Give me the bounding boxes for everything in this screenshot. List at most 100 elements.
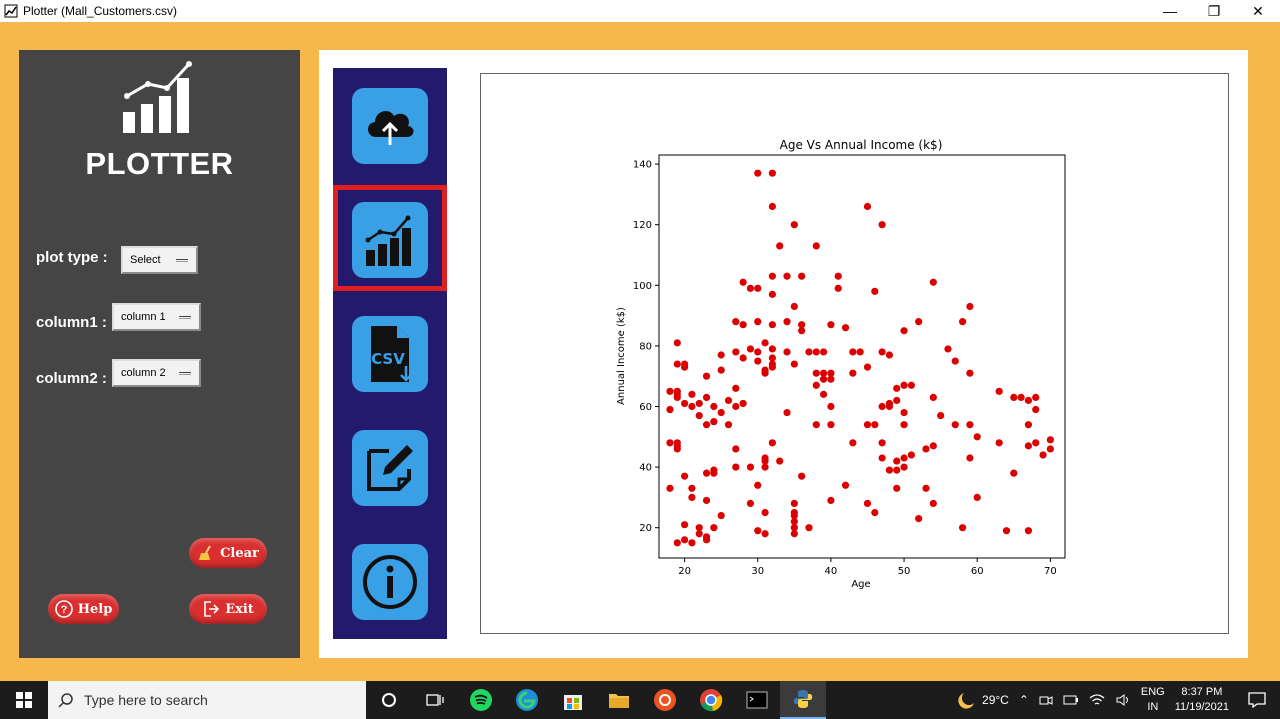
data-point (783, 272, 791, 280)
data-point (754, 357, 762, 365)
data-point (893, 457, 901, 465)
chart-title: Age Vs Annual Income (k$) (780, 138, 943, 152)
data-point (937, 411, 945, 420)
data-point (710, 402, 718, 411)
data-point (878, 454, 886, 462)
data-point (688, 539, 696, 547)
file-explorer-button[interactable] (596, 681, 642, 719)
data-point (695, 524, 703, 532)
data-point (666, 405, 674, 414)
data-point (951, 357, 959, 365)
data-point (1010, 393, 1018, 402)
data-point (702, 421, 711, 429)
data-point (1024, 442, 1033, 450)
task-view-button[interactable] (412, 681, 458, 719)
chrome-icon (700, 689, 723, 712)
exit-icon (202, 600, 220, 618)
dropdown-arrow-icon (179, 372, 191, 375)
data-point (761, 463, 769, 471)
help-button[interactable]: ? Help (48, 594, 119, 624)
exit-button[interactable]: Exit (189, 594, 267, 624)
start-button[interactable] (0, 681, 48, 719)
search-placeholder: Type here to search (84, 692, 208, 708)
x-tick-label: 20 (678, 566, 691, 577)
data-point (893, 466, 901, 474)
data-point (746, 345, 755, 353)
clock[interactable]: 8:37 PM 11/19/2021 (1175, 685, 1229, 715)
data-point (951, 421, 959, 429)
store-button[interactable] (550, 681, 596, 719)
edit-button[interactable] (352, 430, 428, 506)
data-point (702, 496, 711, 505)
data-point (739, 278, 747, 286)
data-point (790, 302, 798, 311)
column2-label: column2 : (36, 370, 107, 387)
cortana-button[interactable] (366, 681, 412, 719)
temperature: 29°C (982, 693, 1009, 707)
data-point (929, 499, 937, 508)
data-point (768, 169, 776, 177)
notification-button[interactable] (1248, 692, 1266, 708)
python-plotter-button[interactable] (780, 681, 826, 719)
spotify-button[interactable] (458, 681, 504, 719)
python-icon (793, 690, 813, 708)
data-point (798, 327, 806, 335)
window-title: Plotter (Mall_Customers.csv) (23, 4, 178, 18)
y-tick-label: 140 (633, 160, 652, 171)
plot-button[interactable] (352, 202, 428, 278)
wifi-icon[interactable] (1089, 693, 1105, 707)
data-point (1039, 451, 1047, 459)
data-point (915, 515, 923, 523)
data-point (754, 348, 762, 356)
info-button[interactable] (352, 544, 428, 620)
data-point (922, 445, 930, 453)
upload-button[interactable] (352, 88, 428, 164)
volume-icon[interactable] (1115, 693, 1131, 707)
data-point (666, 439, 674, 447)
data-point (754, 284, 762, 292)
terminal-button[interactable] (734, 681, 780, 719)
language-indicator[interactable]: ENG IN (1141, 685, 1165, 715)
clock-time: 8:37 PM (1181, 686, 1223, 698)
tray-chevron-icon[interactable]: ⌃ (1018, 693, 1029, 707)
app-icon (4, 4, 18, 18)
minimize-button[interactable]: — (1163, 3, 1177, 19)
data-point (681, 521, 689, 529)
data-point (717, 351, 725, 359)
meet-now-icon[interactable] (1039, 693, 1053, 707)
plot-type-dropdown[interactable]: Select (121, 246, 198, 274)
data-point (900, 408, 908, 417)
data-point (673, 393, 681, 402)
taskbar-search[interactable]: Type here to search (48, 681, 366, 719)
data-point (732, 445, 740, 453)
maximize-button[interactable]: ❐ (1207, 2, 1221, 19)
ubuntu-button[interactable] (642, 681, 688, 719)
x-tick-label: 40 (825, 566, 838, 577)
scatter-chart: Age Vs Annual Income (k$) 20 40 60 80 100 120… (616, 138, 1066, 590)
data-point (819, 375, 828, 383)
close-button[interactable]: ✕ (1252, 2, 1264, 19)
data-point (761, 369, 769, 377)
data-point (805, 348, 813, 356)
plot-area: Age Vs Annual Income (k$) 20 40 60 80 100 120… (480, 73, 1229, 634)
edge-button[interactable] (504, 681, 550, 719)
export-csv-button[interactable]: CSV (352, 316, 428, 392)
data-point (885, 351, 894, 359)
data-point (717, 408, 725, 417)
data-point (732, 463, 740, 471)
weather-widget[interactable]: 29°C (954, 691, 1009, 709)
system-tray: 29°C ⌃ ENG IN 8:37 PM 11/19/2021 (949, 681, 1280, 719)
chrome-button[interactable] (688, 681, 734, 719)
data-point (827, 402, 835, 411)
column2-dropdown[interactable]: column 2 (112, 359, 201, 387)
column1-dropdown[interactable]: column 1 (112, 303, 201, 331)
windows-icon (16, 692, 32, 708)
clear-button[interactable]: Clear (189, 538, 267, 568)
data-point (812, 381, 820, 389)
battery-icon[interactable] (1063, 694, 1079, 706)
data-point (754, 481, 762, 489)
data-point (798, 321, 806, 329)
data-point (783, 348, 791, 356)
data-point (893, 396, 901, 405)
y-tick-label: 80 (639, 341, 652, 352)
